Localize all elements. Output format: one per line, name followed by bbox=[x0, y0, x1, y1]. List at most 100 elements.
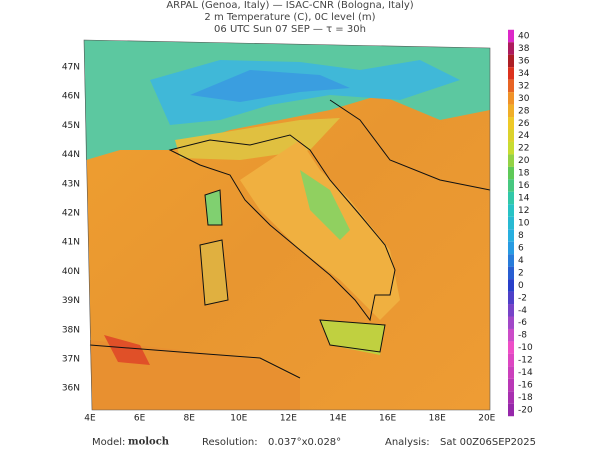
colorbar-cell bbox=[508, 117, 514, 130]
colorbar-label: -6 bbox=[518, 318, 527, 328]
analysis: Sat 00Z06SEP2025 bbox=[440, 437, 536, 448]
colorbar-cell bbox=[508, 141, 514, 155]
colorbar-label: 4 bbox=[518, 256, 524, 266]
colorbar-cell bbox=[508, 341, 514, 354]
title-line: 2 m Temperature (C), 0C level (m) bbox=[204, 12, 375, 23]
colorbar-cell bbox=[508, 316, 514, 329]
colorbar-cell bbox=[508, 204, 514, 217]
map-frame bbox=[83, 39, 491, 411]
colorbar-label: 26 bbox=[518, 119, 530, 129]
lat-label: 46N bbox=[62, 92, 80, 102]
colorbar-cell bbox=[508, 241, 514, 255]
colorbar-label: 20 bbox=[518, 156, 530, 166]
resolution: 0.037°x0.028° bbox=[268, 437, 341, 448]
resolution-label: Resolution: bbox=[202, 437, 258, 448]
colorbar-cell bbox=[508, 366, 514, 379]
colorbar-label: 8 bbox=[518, 231, 524, 241]
lat-label: 38N bbox=[62, 325, 80, 335]
peninsula bbox=[240, 140, 400, 320]
colorbar-label: 0 bbox=[518, 281, 524, 291]
model-label: Model: bbox=[92, 437, 125, 448]
colorbar-cell bbox=[508, 216, 514, 230]
lat-label: 43N bbox=[62, 179, 80, 189]
colorbar-cell bbox=[508, 403, 514, 417]
colorbar-label: 30 bbox=[518, 94, 530, 104]
lat-label: 41N bbox=[62, 238, 80, 248]
lat-label: 37N bbox=[62, 355, 80, 365]
lon-label: 16E bbox=[379, 414, 396, 424]
lon-label: 12E bbox=[280, 414, 297, 424]
colorbar-cell bbox=[508, 67, 514, 80]
colorbar-cell bbox=[508, 304, 514, 317]
colorbar-label: 16 bbox=[518, 181, 530, 191]
colorbar-cell bbox=[508, 92, 514, 105]
lat-label: 47N bbox=[62, 63, 80, 73]
colorbar-cell bbox=[508, 353, 514, 367]
colorbar-label: 10 bbox=[518, 219, 530, 229]
lon-label: 14E bbox=[329, 414, 346, 424]
colorbar-label: 2 bbox=[518, 268, 524, 278]
colorbar-cell bbox=[508, 266, 514, 280]
title-line: ARPAL (Genoa, Italy) — ISAC-CNR (Bologna… bbox=[166, 0, 413, 11]
lon-label: 6E bbox=[134, 414, 146, 424]
colorbar-label: -8 bbox=[518, 331, 527, 341]
colorbar-label: -10 bbox=[518, 343, 533, 353]
colorbar-label: -16 bbox=[518, 381, 533, 391]
colorbar-cell bbox=[508, 179, 514, 192]
lat-label: 45N bbox=[62, 121, 80, 131]
model: moloch bbox=[128, 437, 170, 448]
colorbar-label: -18 bbox=[518, 393, 533, 403]
colorbar-label: 6 bbox=[518, 243, 524, 253]
corsica bbox=[205, 190, 222, 225]
colorbar-cell bbox=[508, 254, 514, 267]
coastline bbox=[89, 99, 491, 379]
sardinia bbox=[200, 240, 228, 305]
colorbar-cell bbox=[508, 154, 514, 167]
lat-label: 40N bbox=[62, 267, 80, 277]
colorbar-cell bbox=[508, 328, 514, 342]
colorbar-label: -2 bbox=[518, 293, 527, 303]
colorbar-label: -14 bbox=[518, 368, 533, 378]
labels: ARPAL (Genoa, Italy) — ISAC-CNR (Bologna… bbox=[92, 0, 536, 448]
colorbar-label: 12 bbox=[518, 206, 529, 216]
lon-label: 8E bbox=[183, 414, 195, 424]
lat-label: 42N bbox=[62, 209, 80, 219]
lat-label: 44N bbox=[62, 150, 80, 160]
lon-label: 18E bbox=[429, 414, 446, 424]
colorbar-cell bbox=[508, 54, 514, 68]
colorbar-label: -12 bbox=[518, 356, 533, 366]
colorbar-label: 40 bbox=[518, 32, 530, 42]
lat-label: 36N bbox=[62, 384, 80, 394]
colorbar-label: 18 bbox=[518, 169, 530, 179]
colorbar-cell bbox=[508, 29, 514, 43]
colorbar-cell bbox=[508, 166, 514, 180]
alps-blue bbox=[190, 70, 350, 102]
colorbar-label: 22 bbox=[518, 144, 529, 154]
colorbar-cell bbox=[508, 378, 514, 392]
colorbar-cell bbox=[508, 42, 514, 55]
colorbar-label: 24 bbox=[518, 131, 530, 141]
colorbar-label: 34 bbox=[518, 69, 530, 79]
colorbar-label: 38 bbox=[518, 44, 530, 54]
colorbar-label: 28 bbox=[518, 106, 530, 116]
colorbar-cell bbox=[508, 191, 514, 205]
hot-spot bbox=[104, 335, 150, 365]
lat-label: 39N bbox=[62, 296, 80, 306]
colorbar-cell bbox=[508, 79, 514, 93]
lon-label: 4E bbox=[84, 414, 96, 424]
alps-cyan bbox=[150, 60, 460, 125]
colorbar-cell bbox=[508, 104, 514, 118]
apennines bbox=[300, 170, 350, 240]
title-line: 06 UTC Sun 07 SEP — τ = 30h bbox=[214, 24, 366, 35]
colorbar-label: 14 bbox=[518, 194, 530, 204]
lon-label: 20E bbox=[478, 414, 495, 424]
colorbar-cell bbox=[508, 129, 514, 142]
analysis-label: Analysis: bbox=[385, 437, 430, 448]
lon-label: 10E bbox=[230, 414, 247, 424]
colorbar-cell bbox=[508, 391, 514, 404]
colorbar-label: 36 bbox=[518, 56, 530, 66]
colorbar-label: -4 bbox=[518, 306, 527, 316]
colorbar-cell bbox=[508, 279, 514, 292]
colorbar-label: -20 bbox=[518, 406, 533, 416]
